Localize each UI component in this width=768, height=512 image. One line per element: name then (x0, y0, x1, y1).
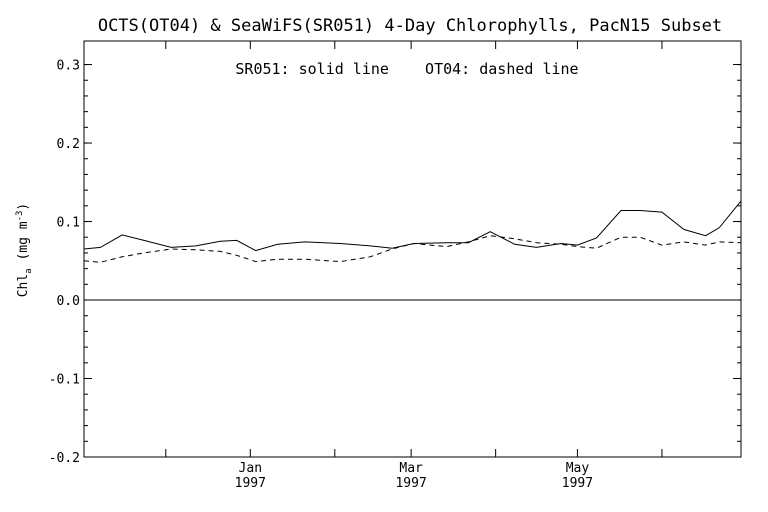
svg-text:Chla (mg m-3): Chla (mg m-3) (15, 203, 34, 298)
x-tick-year: 1997 (395, 476, 426, 491)
x-tick-year: 1997 (235, 476, 266, 491)
x-tick-label: Mar (399, 461, 423, 476)
series-line-solid (83, 200, 742, 252)
y-axis-label: Chla (mg m-3) (15, 203, 34, 298)
x-tick-label: May (566, 461, 590, 476)
legend-annotation: SR051: solid line OT04: dashed line (235, 60, 578, 78)
y-label-subscript: a (24, 268, 34, 273)
y-tick-label: 0.1 (57, 216, 80, 231)
x-tick-year: 1997 (562, 476, 593, 491)
y-axis: -0.2 -0.1 0.0 0.1 0.2 0.3 (49, 59, 741, 466)
x-tick-label: Jan (239, 461, 262, 476)
y-tick-label: -0.1 (49, 373, 80, 388)
y-label-exponent: -3 (15, 211, 25, 222)
y-label-main: Chl (16, 274, 31, 297)
chart-title: OCTS(OT04) & SeaWiFS(SR051) 4-Day Chloro… (98, 16, 722, 36)
y-label-units: (mg m (16, 221, 31, 260)
y-tick-label: 0.0 (57, 294, 80, 309)
y-label-close: ) (16, 203, 31, 211)
series-line-dashed (83, 235, 742, 263)
y-tick-label: 0.2 (57, 137, 80, 152)
series-group (83, 200, 742, 263)
y-tick-label: -0.2 (49, 451, 80, 466)
y-tick-label: 0.3 (57, 59, 80, 74)
